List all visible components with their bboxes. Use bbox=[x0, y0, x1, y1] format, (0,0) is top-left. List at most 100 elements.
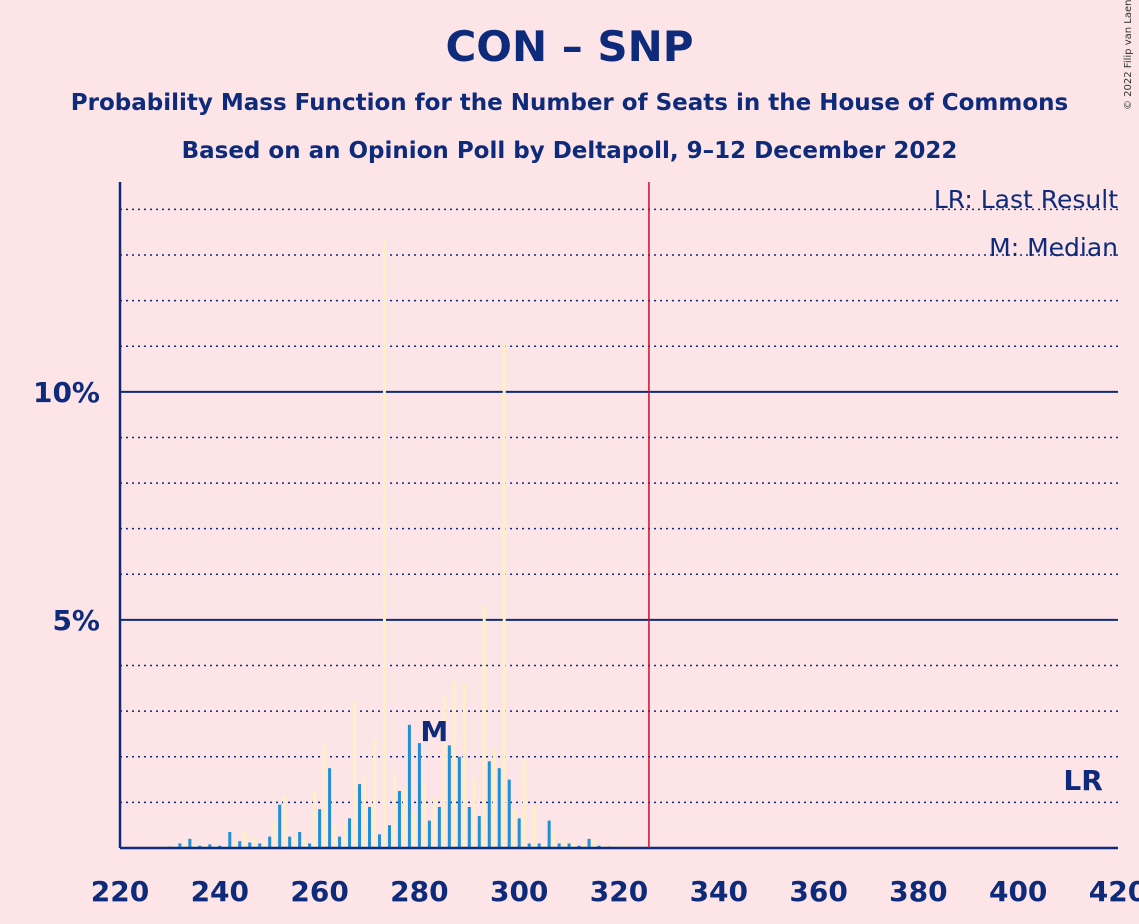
bar-yellow-307 bbox=[552, 832, 556, 848]
bar-yellow-275 bbox=[392, 775, 396, 848]
bar-yellow-257 bbox=[303, 838, 307, 848]
bar-blue-288 bbox=[457, 756, 461, 848]
bar-yellow-267 bbox=[353, 702, 357, 848]
x-tick-label: 380 bbox=[889, 875, 947, 908]
bar-yellow-253 bbox=[283, 795, 287, 848]
x-tick-label: 400 bbox=[989, 875, 1047, 908]
bar-yellow-281 bbox=[422, 784, 426, 848]
bars bbox=[138, 239, 636, 848]
bar-blue-308 bbox=[557, 843, 561, 848]
axes bbox=[118, 182, 1118, 850]
bar-yellow-285 bbox=[442, 695, 446, 848]
bar-yellow-251 bbox=[273, 820, 277, 848]
bar-yellow-273 bbox=[382, 239, 386, 848]
bar-yellow-271 bbox=[372, 738, 376, 848]
bar-yellow-255 bbox=[293, 836, 297, 848]
bar-blue-232 bbox=[178, 843, 182, 848]
bar-blue-268 bbox=[358, 784, 362, 848]
bar-yellow-313 bbox=[582, 843, 586, 848]
bar-blue-270 bbox=[368, 806, 371, 848]
x-tick-label: 300 bbox=[490, 875, 548, 908]
bar-blue-306 bbox=[547, 820, 551, 848]
bar-yellow-279 bbox=[412, 811, 416, 848]
bar-blue-280 bbox=[417, 743, 421, 848]
bar-blue-302 bbox=[527, 843, 531, 848]
bar-yellow-287 bbox=[452, 681, 456, 848]
bar-yellow-235 bbox=[193, 843, 197, 848]
bar-yellow-237 bbox=[203, 843, 207, 848]
bar-blue-294 bbox=[487, 761, 491, 848]
bar-blue-238 bbox=[208, 844, 212, 848]
bar-blue-256 bbox=[298, 832, 302, 848]
bar-yellow-311 bbox=[572, 843, 576, 848]
bar-yellow-247 bbox=[253, 836, 257, 848]
bar-yellow-277 bbox=[402, 788, 406, 848]
bar-blue-282 bbox=[427, 820, 431, 848]
chart-subtitle-poll: Based on an Opinion Poll by Deltapoll, 9… bbox=[181, 138, 958, 164]
x-tick-label: 340 bbox=[690, 875, 748, 908]
bar-blue-286 bbox=[447, 745, 451, 848]
x-tick-label: 320 bbox=[590, 875, 648, 908]
x-tick-label: 360 bbox=[789, 875, 847, 908]
bar-blue-314 bbox=[587, 838, 591, 848]
bar-blue-298 bbox=[507, 779, 511, 848]
median-marker: M bbox=[420, 715, 448, 748]
grid-lines bbox=[120, 208, 1118, 804]
bar-blue-272 bbox=[377, 834, 381, 848]
bar-blue-276 bbox=[397, 790, 401, 848]
x-tick-label: 240 bbox=[191, 875, 249, 908]
x-tick-label: 280 bbox=[390, 875, 448, 908]
bar-blue-258 bbox=[308, 843, 312, 848]
bar-yellow-245 bbox=[243, 832, 247, 848]
x-tick-label: 420 bbox=[1089, 875, 1139, 908]
bar-yellow-297 bbox=[502, 343, 506, 848]
bar-blue-266 bbox=[348, 818, 352, 848]
bar-yellow-305 bbox=[542, 843, 546, 848]
bar-yellow-265 bbox=[343, 822, 347, 848]
bar-yellow-315 bbox=[592, 838, 596, 848]
bar-yellow-283 bbox=[432, 797, 436, 848]
bar-blue-274 bbox=[387, 825, 391, 848]
legend-last-result: LR: Last Result bbox=[934, 185, 1118, 214]
legend-median: M: Median bbox=[989, 233, 1118, 262]
bar-yellow-299 bbox=[512, 809, 516, 848]
chart-subtitle: Probability Mass Function for the Number… bbox=[70, 90, 1069, 116]
bar-blue-292 bbox=[477, 816, 481, 848]
bar-yellow-295 bbox=[492, 749, 496, 848]
bar-blue-250 bbox=[268, 836, 272, 848]
bar-blue-310 bbox=[567, 843, 571, 848]
bar-blue-248 bbox=[258, 843, 262, 848]
bar-blue-296 bbox=[497, 768, 501, 848]
bar-blue-264 bbox=[338, 836, 342, 848]
bar-yellow-319 bbox=[612, 844, 616, 848]
bar-yellow-269 bbox=[363, 775, 367, 848]
bar-blue-278 bbox=[407, 724, 411, 848]
bar-blue-246 bbox=[248, 842, 252, 848]
bar-yellow-261 bbox=[323, 745, 327, 848]
bar-blue-244 bbox=[238, 841, 242, 848]
bar-blue-290 bbox=[467, 806, 471, 848]
bar-yellow-241 bbox=[223, 844, 227, 848]
bar-yellow-289 bbox=[462, 683, 466, 848]
tick-labels: 220 240 260 280 300 320 340 360 380 400 420 5% 10% bbox=[33, 376, 1139, 908]
chart-title: CON – SNP bbox=[445, 22, 694, 71]
bar-blue-304 bbox=[537, 843, 541, 848]
bar-yellow-293 bbox=[482, 606, 486, 848]
bar-blue-242 bbox=[228, 832, 232, 848]
bar-yellow-303 bbox=[532, 804, 536, 848]
bar-blue-262 bbox=[328, 768, 332, 848]
x-tick-label: 220 bbox=[91, 875, 149, 908]
last-result-marker: LR bbox=[1063, 764, 1102, 797]
bar-yellow-321 bbox=[622, 844, 626, 848]
bar-yellow-309 bbox=[562, 838, 566, 848]
bar-blue-234 bbox=[188, 838, 192, 848]
bar-blue-284 bbox=[437, 806, 441, 848]
bar-yellow-243 bbox=[233, 841, 237, 848]
bar-yellow-301 bbox=[522, 759, 526, 848]
bar-yellow-259 bbox=[313, 790, 317, 848]
y-tick-label: 10% bbox=[33, 376, 100, 409]
bar-yellow-233 bbox=[183, 841, 187, 848]
bar-yellow-249 bbox=[263, 841, 267, 848]
bar-blue-254 bbox=[288, 836, 292, 848]
